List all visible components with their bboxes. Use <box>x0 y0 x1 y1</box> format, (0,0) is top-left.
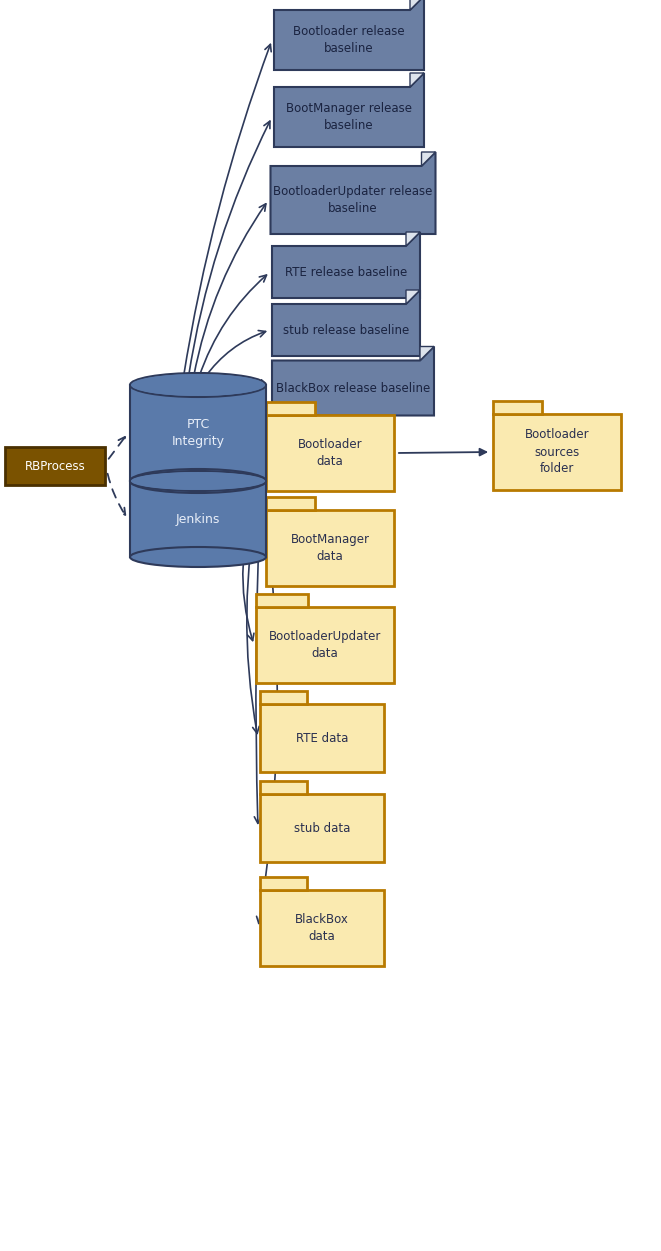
Text: Bootloader
data: Bootloader data <box>297 438 362 468</box>
FancyArrowPatch shape <box>247 489 260 733</box>
Polygon shape <box>260 691 307 704</box>
Text: RTE data: RTE data <box>296 732 348 744</box>
Text: RTE release baseline: RTE release baseline <box>285 265 407 279</box>
FancyArrowPatch shape <box>254 489 261 823</box>
FancyArrowPatch shape <box>184 44 271 378</box>
Bar <box>130 480 266 557</box>
Polygon shape <box>266 497 315 510</box>
Bar <box>130 385 266 480</box>
Ellipse shape <box>131 472 265 490</box>
Polygon shape <box>406 231 420 246</box>
Polygon shape <box>420 347 434 360</box>
Ellipse shape <box>130 469 266 493</box>
Polygon shape <box>272 231 420 298</box>
Text: BootManager
data: BootManager data <box>290 533 369 563</box>
Ellipse shape <box>130 547 266 567</box>
Text: BlackBox release baseline: BlackBox release baseline <box>276 382 430 394</box>
FancyArrowPatch shape <box>194 204 266 378</box>
FancyArrowPatch shape <box>399 449 486 455</box>
Polygon shape <box>260 781 307 794</box>
Polygon shape <box>270 153 436 234</box>
Bar <box>266 510 394 585</box>
Bar <box>266 415 394 490</box>
Bar <box>260 704 384 772</box>
Ellipse shape <box>130 373 266 397</box>
Bar <box>256 607 394 683</box>
Text: Bootloader release
baseline: Bootloader release baseline <box>293 25 405 55</box>
FancyArrowPatch shape <box>263 428 270 450</box>
Bar <box>493 414 621 490</box>
Text: RBProcess: RBProcess <box>24 459 85 473</box>
Polygon shape <box>410 0 424 10</box>
Polygon shape <box>272 347 434 415</box>
FancyArrowPatch shape <box>243 489 260 641</box>
FancyArrowPatch shape <box>254 489 262 544</box>
Polygon shape <box>410 73 424 88</box>
FancyArrowPatch shape <box>199 275 266 378</box>
Text: BootloaderUpdater
data: BootloaderUpdater data <box>269 631 381 661</box>
Bar <box>5 447 105 485</box>
Polygon shape <box>274 73 424 148</box>
Polygon shape <box>260 877 307 889</box>
Polygon shape <box>266 402 315 415</box>
Polygon shape <box>406 290 420 304</box>
FancyArrowPatch shape <box>205 330 266 378</box>
Polygon shape <box>256 594 309 607</box>
Text: PTC
Integrity: PTC Integrity <box>171 418 225 448</box>
Polygon shape <box>272 290 420 357</box>
Polygon shape <box>274 0 424 70</box>
FancyArrowPatch shape <box>108 437 125 459</box>
Text: BlackBox
data: BlackBox data <box>295 913 349 943</box>
Text: BootManager release
baseline: BootManager release baseline <box>286 103 412 133</box>
Text: stub data: stub data <box>293 822 350 834</box>
Bar <box>260 794 384 862</box>
FancyArrowPatch shape <box>188 121 270 378</box>
Text: BootloaderUpdater release
baseline: BootloaderUpdater release baseline <box>273 185 433 215</box>
Ellipse shape <box>131 374 265 397</box>
Polygon shape <box>422 153 436 166</box>
Polygon shape <box>493 402 541 414</box>
Ellipse shape <box>130 470 266 490</box>
Bar <box>260 889 384 966</box>
FancyArrowPatch shape <box>211 377 266 385</box>
Text: stub release baseline: stub release baseline <box>283 324 409 337</box>
FancyArrowPatch shape <box>108 474 126 515</box>
Text: Jenkins: Jenkins <box>176 513 220 525</box>
Text: Bootloader
sources
folder: Bootloader sources folder <box>525 429 590 475</box>
FancyArrowPatch shape <box>256 489 277 923</box>
